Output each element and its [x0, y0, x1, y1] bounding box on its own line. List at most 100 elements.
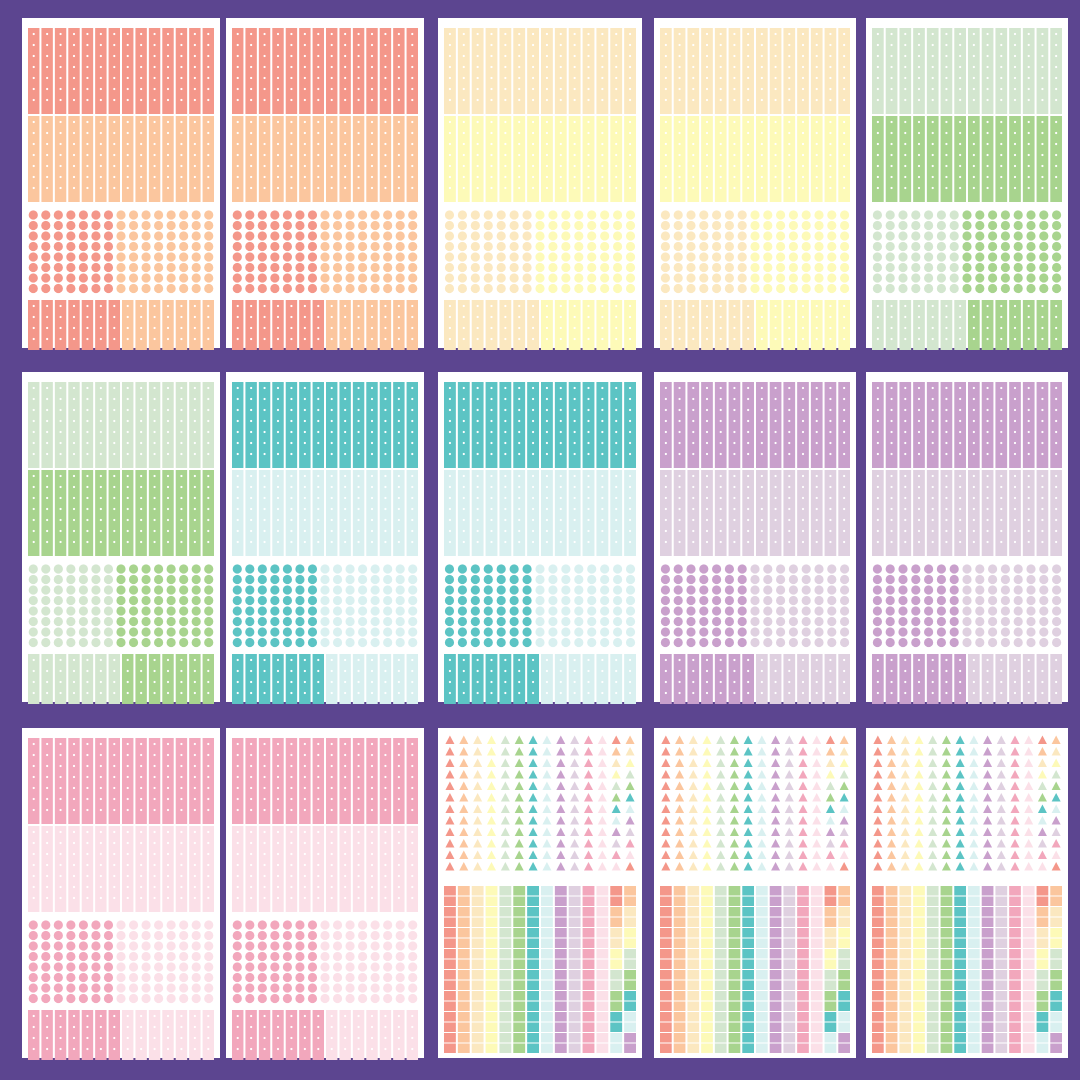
sticker-strip	[312, 738, 324, 824]
strip-dot	[99, 408, 102, 412]
dot-sticker	[28, 993, 38, 1004]
strip-dot	[384, 452, 387, 456]
dot-sticker	[370, 941, 380, 951]
dot-sticker	[245, 564, 255, 574]
dot-sticker	[358, 962, 368, 972]
sticker-strip	[162, 738, 174, 824]
strip-dot	[476, 507, 479, 511]
strip-dot	[263, 764, 266, 768]
strip-dot	[559, 98, 562, 102]
strip-dot	[290, 65, 293, 69]
sticker-strip	[272, 1010, 284, 1060]
strip-dot	[573, 408, 576, 412]
strip-dot	[462, 507, 465, 511]
dot-sticker	[444, 585, 455, 595]
dot-sticker	[103, 231, 114, 241]
strip-dot	[545, 120, 549, 124]
strip-dot	[904, 452, 907, 456]
strip-dot	[303, 175, 306, 179]
strip-dot	[490, 419, 493, 423]
strip-dot	[972, 54, 975, 58]
strip-dot	[476, 419, 479, 423]
dot-sticker	[91, 241, 101, 252]
dot-sticker	[395, 637, 405, 648]
strip-dot	[448, 131, 452, 135]
strip-dot	[917, 120, 921, 124]
strip-dot	[99, 175, 102, 179]
strip-dot	[890, 507, 893, 511]
strip-dot	[236, 529, 239, 533]
dot-sticker	[28, 983, 38, 993]
strip-dot	[890, 315, 893, 319]
strip-dot	[705, 32, 709, 36]
strip-dot	[193, 852, 196, 856]
strip-dot	[86, 386, 89, 390]
strip-dot	[559, 496, 562, 500]
strip-dot	[317, 153, 320, 157]
strip-dot	[153, 874, 156, 878]
strip-dot	[829, 65, 832, 69]
strip-dot	[1041, 485, 1044, 489]
strip-dot	[917, 518, 921, 522]
sticker-strip	[742, 28, 754, 114]
strip-dot	[317, 452, 320, 456]
strip-dot	[1013, 142, 1017, 146]
strip-dot	[615, 175, 618, 179]
strip-dot	[1000, 669, 1003, 673]
strip-dot	[747, 153, 750, 157]
sticker-strip	[824, 654, 837, 704]
strip-dot	[330, 830, 333, 834]
strip-dot	[986, 474, 989, 478]
strip-dot	[180, 518, 183, 522]
strip-dot	[890, 326, 893, 330]
strip-dot	[86, 142, 89, 146]
strip-dot	[46, 131, 49, 135]
strip-dot	[344, 775, 347, 779]
strip-dot	[59, 304, 62, 308]
strip-dot	[303, 337, 306, 341]
dot-sticker	[763, 637, 773, 648]
sticker-strip	[582, 382, 595, 468]
strip-dot	[678, 691, 681, 695]
strip-dot	[330, 507, 333, 511]
strip-dot	[917, 175, 921, 179]
strip-dot	[290, 386, 293, 390]
sticker-strip	[68, 470, 80, 556]
dot-sticker	[116, 595, 126, 606]
sticker-strip	[299, 382, 311, 468]
strip-dot	[462, 186, 465, 190]
sticker-strip	[673, 300, 686, 350]
strip-dot	[250, 386, 253, 390]
dot-sticker	[587, 627, 597, 637]
strip-dot	[153, 54, 156, 58]
strip-dot	[397, 764, 400, 768]
strip-dot	[290, 885, 293, 889]
strip-dot	[166, 658, 170, 662]
dot-sticker	[724, 220, 735, 231]
sticker-strip	[728, 116, 741, 202]
strip-dot	[1041, 65, 1044, 69]
strip-dot	[370, 540, 374, 544]
dot-sticker	[763, 252, 773, 262]
strip-dot	[344, 43, 347, 47]
strip-dot	[843, 120, 846, 124]
sticker-strip	[352, 300, 365, 350]
dot-sticker	[41, 616, 51, 627]
strip-dot	[815, 87, 818, 91]
dot-sticker	[988, 564, 998, 574]
strip-dot	[317, 142, 320, 146]
strip-dot	[890, 485, 893, 489]
dot-sticker	[282, 220, 292, 231]
strip-dot	[86, 797, 89, 801]
strip-dot	[829, 120, 832, 124]
strip-dot	[113, 507, 116, 511]
dot-sticker	[1013, 564, 1023, 574]
strip-dot	[370, 1047, 374, 1051]
sticker-strip	[366, 300, 378, 350]
strip-dot	[531, 518, 535, 522]
strip-dot	[448, 175, 452, 179]
strip-dot	[276, 885, 280, 889]
dot-sticker	[457, 627, 467, 637]
strip-dot	[747, 32, 750, 36]
strip-dot	[330, 441, 333, 445]
